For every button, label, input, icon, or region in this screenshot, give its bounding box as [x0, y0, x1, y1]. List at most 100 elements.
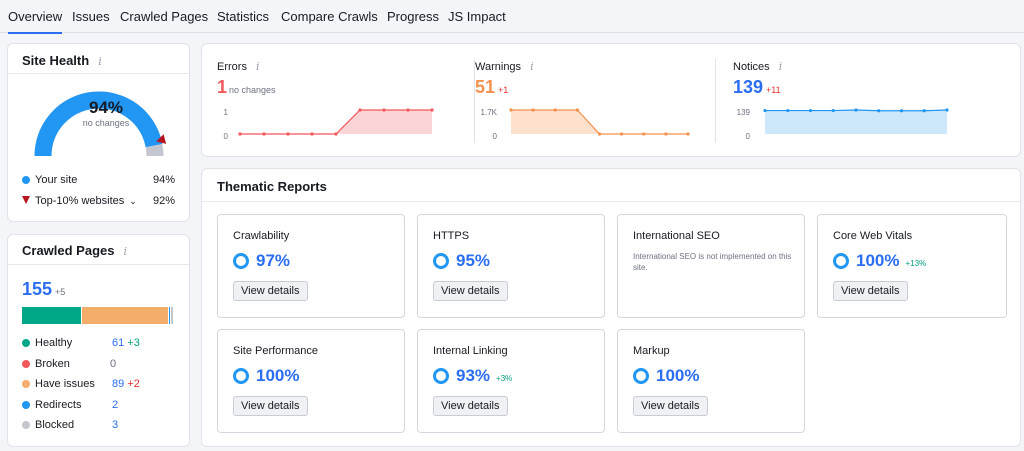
notices-value[interactable]: 139 +11	[733, 77, 781, 97]
have-issues-dot	[22, 380, 30, 389]
sparkline-point[interactable]	[664, 132, 668, 136]
sparkline-point[interactable]	[854, 108, 858, 112]
issues-summary-card: Errors i 1 no changes 1 0 Warnings i 51 +1 …	[201, 43, 1021, 157]
blocked-value[interactable]: 3	[112, 419, 119, 431]
sparkline-point[interactable]	[899, 109, 904, 113]
errors-value[interactable]: 1	[217, 77, 228, 97]
sparkline-point[interactable]	[334, 132, 338, 136]
tab-overview[interactable]: Overview	[8, 9, 63, 34]
triangle-down-icon	[22, 196, 30, 205]
notices-tick-min: 0	[745, 132, 750, 141]
errors-sparkline	[238, 108, 434, 136]
chevron-down-icon[interactable]: ⌄	[129, 196, 137, 206]
report-crawlability: Crawlability 97% View details	[217, 214, 405, 318]
sparkline-point[interactable]	[262, 132, 266, 136]
sparkline-point[interactable]	[945, 108, 949, 112]
bar-segment-blocked[interactable]	[171, 307, 174, 324]
sparkline-point[interactable]	[620, 132, 624, 136]
tab-crawled-pages[interactable]: Crawled Pages	[120, 9, 209, 24]
view-details-button[interactable]: View details	[233, 396, 308, 416]
bar-segment-healthy[interactable]	[22, 307, 82, 324]
legend-healthy[interactable]: Healthy	[22, 337, 72, 349]
tab-js-impact[interactable]: JS Impact	[448, 9, 506, 24]
legend-blocked[interactable]: Blocked	[22, 419, 74, 431]
warnings-value[interactable]: 51 +1	[475, 77, 509, 97]
healthy-value[interactable]: 61 +3	[112, 337, 140, 349]
redirects-value[interactable]: 2	[112, 399, 119, 411]
info-icon[interactable]: i	[530, 60, 534, 73]
info-icon[interactable]: i	[123, 245, 128, 258]
report-title: International SEO	[633, 230, 720, 242]
top-10-value: 92%	[152, 195, 175, 207]
crawled-pages-total[interactable]: 155 +5	[22, 279, 66, 299]
bar-segment-have-issues[interactable]	[81, 307, 170, 324]
site-health-card: Site Health i 94% no changes Your site 94…	[7, 43, 190, 222]
site-health-change: no changes	[82, 118, 130, 128]
sparkline-point[interactable]	[430, 108, 434, 112]
legend-top-10[interactable]: Top-10% websites ⌄	[22, 195, 137, 207]
sparkline-point[interactable]	[358, 108, 362, 112]
sparkline-point[interactable]	[310, 132, 314, 136]
tab-statistics[interactable]: Statistics	[217, 9, 270, 24]
view-details-button[interactable]: View details	[433, 396, 508, 416]
view-details-button[interactable]: View details	[633, 396, 708, 416]
report-description: International SEO is not implemented on …	[633, 252, 792, 272]
thematic-reports-title: Thematic Reports	[217, 179, 327, 194]
sparkline-point[interactable]	[286, 132, 290, 136]
sparkline-point[interactable]	[553, 108, 557, 112]
view-details-button[interactable]: View details	[833, 281, 908, 301]
report-score[interactable]: 95%	[433, 251, 490, 271]
sparkline-point[interactable]	[382, 108, 386, 112]
sparkline-point[interactable]	[763, 108, 767, 113]
tab-compare-crawls[interactable]: Compare Crawls	[281, 9, 378, 24]
divider	[8, 73, 189, 74]
report-title: Crawlability	[233, 230, 290, 242]
report-title: Markup	[633, 345, 670, 357]
errors-delta: no changes	[229, 85, 276, 95]
tab-bar: Overview Issues Crawled Pages Statistics…	[0, 0, 1024, 34]
report-title: Site Performance	[233, 345, 318, 357]
report-score[interactable]: 93% +3%	[433, 366, 512, 386]
info-icon[interactable]: i	[255, 60, 260, 73]
donut-icon	[433, 253, 449, 269]
info-icon[interactable]: i	[98, 55, 102, 68]
gauge-fill	[34, 91, 163, 157]
report-score[interactable]: 100%	[233, 366, 299, 386]
sparkline-point[interactable]	[786, 108, 790, 113]
report-score[interactable]: 100% +13%	[833, 251, 926, 271]
sparkline-point[interactable]	[575, 108, 579, 112]
view-details-button[interactable]: View details	[233, 281, 308, 301]
divider	[8, 264, 189, 265]
tab-issues[interactable]: Issues	[72, 9, 110, 24]
sparkline-point[interactable]	[877, 109, 881, 113]
crawled-pages-bar	[22, 307, 174, 324]
report-internal-linking: Internal Linking 93% +3% View details	[417, 329, 605, 433]
info-icon[interactable]: i	[778, 60, 783, 73]
sparkline-point[interactable]	[642, 132, 646, 136]
sparkline-point[interactable]	[597, 132, 602, 136]
bar-segment-redirects[interactable]	[169, 307, 172, 324]
sparkline-point[interactable]	[509, 108, 513, 112]
legend-have-issues[interactable]: Have issues	[22, 378, 95, 390]
crawled-pages-delta: +5	[55, 287, 66, 297]
legend-redirects[interactable]: Redirects	[22, 399, 81, 411]
sparkline-point[interactable]	[808, 108, 813, 113]
blocked-dot	[22, 421, 30, 430]
sparkline-point[interactable]	[922, 109, 926, 113]
tab-progress[interactable]: Progress	[387, 9, 440, 24]
sparkline-point[interactable]	[686, 132, 690, 136]
crawled-pages-card: Crawled Pages i 155 +5 Healthy 61 +3 Broke…	[7, 234, 190, 447]
sparkline-point[interactable]	[406, 108, 410, 112]
report-score[interactable]: 100%	[633, 366, 699, 386]
legend-broken[interactable]: Broken	[22, 358, 70, 370]
your-site-dot	[22, 176, 30, 185]
sparkline-point[interactable]	[831, 108, 835, 113]
report-score[interactable]: 97%	[233, 251, 290, 271]
have-issues-value[interactable]: 89 +2	[112, 378, 140, 390]
sparkline-point[interactable]	[531, 108, 535, 112]
sparkline-area	[765, 110, 947, 134]
view-details-button[interactable]: View details	[433, 281, 508, 301]
notices-tick-max: 139	[736, 108, 750, 117]
sparkline-point[interactable]	[238, 132, 242, 136]
errors-tick-min: 0	[223, 132, 228, 141]
